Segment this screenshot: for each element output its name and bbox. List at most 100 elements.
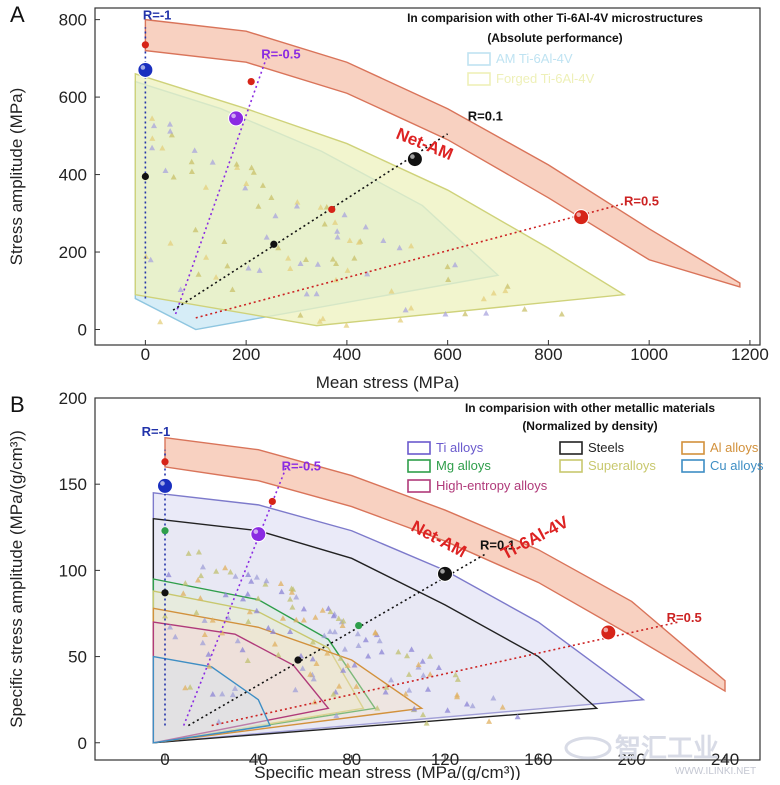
data-marker bbox=[329, 256, 336, 262]
data-marker bbox=[188, 168, 195, 175]
legend-swatch bbox=[559, 441, 583, 455]
data-marker bbox=[444, 263, 451, 270]
y-tick-label: 50 bbox=[68, 648, 87, 667]
y-tick-label: 200 bbox=[59, 389, 87, 408]
data-marker bbox=[309, 655, 316, 662]
data-marker bbox=[271, 641, 278, 647]
data-marker bbox=[229, 691, 236, 698]
x-tick-label: 400 bbox=[333, 345, 361, 364]
data-marker bbox=[185, 550, 192, 556]
data-marker bbox=[253, 607, 260, 614]
data-marker bbox=[234, 637, 241, 644]
data-marker bbox=[388, 288, 395, 294]
data-marker bbox=[246, 608, 253, 615]
data-marker bbox=[425, 686, 432, 692]
data-marker bbox=[427, 653, 434, 659]
data-point bbox=[141, 41, 149, 49]
data-marker bbox=[248, 164, 255, 171]
x-tick-label: 200 bbox=[232, 345, 260, 364]
data-marker bbox=[242, 184, 249, 191]
x-tick-label: 80 bbox=[342, 750, 361, 769]
net-am-point bbox=[437, 565, 453, 582]
data-marker bbox=[444, 707, 451, 713]
data-marker bbox=[219, 690, 226, 697]
data-marker bbox=[225, 614, 232, 621]
legend-entry: Cu alloys bbox=[710, 458, 764, 473]
data-point bbox=[268, 497, 276, 506]
data-marker bbox=[201, 631, 208, 638]
net-am-point-shine bbox=[140, 65, 146, 70]
data-marker bbox=[480, 295, 487, 302]
data-marker bbox=[406, 687, 413, 693]
legend-swatch bbox=[467, 72, 491, 86]
data-marker bbox=[275, 651, 282, 658]
data-marker bbox=[419, 658, 426, 664]
data-marker bbox=[197, 572, 204, 579]
data-marker bbox=[502, 287, 509, 294]
r-line bbox=[182, 466, 288, 726]
data-marker bbox=[293, 594, 300, 600]
data-marker bbox=[395, 648, 402, 655]
data-marker bbox=[221, 238, 228, 244]
data-marker bbox=[224, 262, 231, 269]
watermark-logo bbox=[564, 736, 612, 760]
legend-swatch bbox=[467, 52, 491, 66]
data-point bbox=[161, 458, 169, 466]
data-marker bbox=[442, 311, 449, 317]
data-marker bbox=[313, 290, 320, 297]
data-marker bbox=[199, 639, 206, 646]
legend-entry: Al alloys bbox=[710, 440, 759, 455]
data-marker bbox=[303, 290, 310, 297]
data-marker bbox=[454, 691, 461, 698]
data-marker bbox=[297, 312, 304, 318]
r-label: R=-0.5 bbox=[261, 46, 300, 61]
data-marker bbox=[420, 672, 427, 678]
data-marker bbox=[299, 665, 306, 671]
data-marker bbox=[270, 628, 277, 634]
data-marker bbox=[288, 589, 295, 595]
data-marker bbox=[411, 705, 418, 712]
data-marker bbox=[287, 596, 294, 602]
data-marker bbox=[167, 240, 174, 246]
data-marker bbox=[319, 315, 326, 322]
data-marker bbox=[157, 318, 164, 325]
data-marker bbox=[265, 624, 272, 631]
data-marker bbox=[339, 622, 346, 628]
data-marker bbox=[300, 616, 307, 623]
x-tick-label: 240 bbox=[711, 750, 739, 769]
data-marker bbox=[279, 615, 286, 621]
net-am-band bbox=[164, 436, 726, 693]
data-marker bbox=[558, 311, 565, 317]
r-label: R=0.5 bbox=[667, 610, 702, 625]
r-label: R=0.1 bbox=[480, 538, 515, 553]
data-marker bbox=[227, 568, 234, 575]
x-tick-label: 160 bbox=[524, 750, 552, 769]
data-marker bbox=[334, 234, 341, 240]
data-marker bbox=[307, 671, 314, 677]
data-marker bbox=[166, 121, 173, 127]
data-marker bbox=[259, 182, 266, 188]
data-marker bbox=[362, 223, 369, 230]
data-marker bbox=[415, 661, 422, 668]
data-marker bbox=[427, 671, 434, 677]
legend-title: In comparision with other metallic mater… bbox=[465, 401, 715, 415]
plot-frame bbox=[94, 7, 761, 346]
data-marker bbox=[402, 690, 409, 697]
data-marker bbox=[353, 683, 360, 689]
data-marker bbox=[499, 704, 506, 710]
data-marker bbox=[229, 286, 236, 292]
y-axis-label: Stress amplitude (MPa) bbox=[7, 88, 26, 266]
data-marker bbox=[341, 211, 348, 218]
data-point bbox=[247, 77, 255, 86]
data-marker bbox=[245, 265, 252, 271]
data-marker bbox=[452, 671, 459, 678]
net-am-point bbox=[157, 477, 173, 494]
data-marker bbox=[239, 646, 246, 653]
data-marker bbox=[463, 700, 470, 707]
data-marker bbox=[149, 144, 156, 151]
net-am-point-shine bbox=[253, 529, 259, 534]
data-marker bbox=[364, 270, 371, 277]
data-marker bbox=[195, 271, 202, 277]
